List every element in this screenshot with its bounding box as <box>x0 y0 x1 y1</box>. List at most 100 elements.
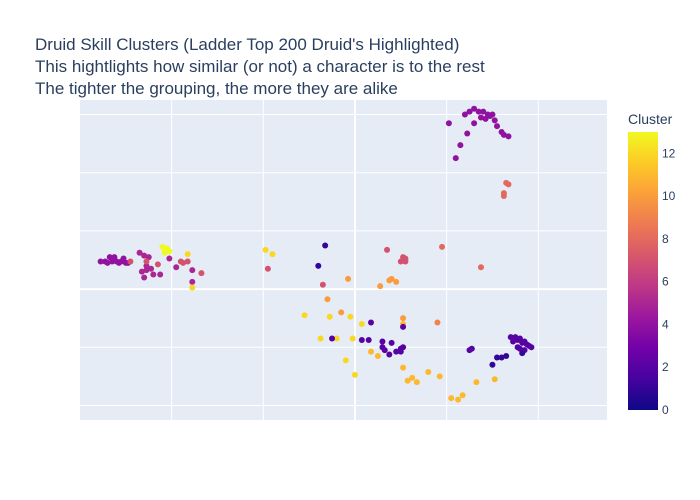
data-point[interactable] <box>365 337 372 343</box>
data-point[interactable] <box>491 376 498 383</box>
data-point[interactable] <box>471 120 478 127</box>
data-point[interactable] <box>439 243 446 250</box>
data-point[interactable] <box>269 251 276 258</box>
data-point[interactable] <box>264 265 271 272</box>
data-point[interactable] <box>500 131 507 138</box>
data-point[interactable] <box>333 335 340 342</box>
data-point[interactable] <box>166 248 173 255</box>
data-point[interactable] <box>505 181 512 188</box>
data-point[interactable] <box>464 130 471 137</box>
data-point[interactable] <box>262 246 269 253</box>
data-point[interactable] <box>345 275 352 282</box>
data-point[interactable] <box>349 335 356 342</box>
data-point[interactable] <box>319 281 326 288</box>
data-point[interactable] <box>189 278 196 285</box>
data-point[interactable] <box>143 262 150 269</box>
data-point[interactable] <box>342 357 349 364</box>
data-point[interactable] <box>480 108 487 115</box>
data-point[interactable] <box>457 142 464 149</box>
data-point[interactable] <box>143 258 150 265</box>
data-point[interactable] <box>381 347 388 354</box>
data-point[interactable] <box>161 249 168 256</box>
data-point[interactable] <box>503 353 510 359</box>
data-point[interactable] <box>491 117 498 124</box>
data-point[interactable] <box>393 348 400 355</box>
data-point[interactable] <box>471 105 478 112</box>
data-point[interactable] <box>473 379 480 386</box>
data-point[interactable] <box>351 371 358 378</box>
data-point[interactable] <box>138 268 145 275</box>
data-point[interactable] <box>177 258 184 265</box>
data-point[interactable] <box>166 255 173 262</box>
data-point[interactable] <box>404 377 411 384</box>
data-point[interactable] <box>326 313 333 320</box>
data-point[interactable] <box>397 258 404 265</box>
data-point[interactable] <box>97 258 104 265</box>
data-point[interactable] <box>413 379 420 386</box>
data-point[interactable] <box>409 374 416 381</box>
data-point[interactable] <box>141 274 148 281</box>
data-point[interactable] <box>141 252 148 259</box>
data-point[interactable] <box>136 249 143 256</box>
data-point[interactable] <box>445 120 452 127</box>
data-point[interactable] <box>400 323 407 330</box>
data-point[interactable] <box>184 258 191 265</box>
data-point[interactable] <box>173 264 180 271</box>
data-point[interactable] <box>329 335 336 342</box>
data-point[interactable] <box>475 108 482 115</box>
data-point[interactable] <box>494 123 501 130</box>
data-point[interactable] <box>386 277 393 284</box>
data-point[interactable] <box>448 395 455 402</box>
data-point[interactable] <box>367 319 374 326</box>
data-point[interactable] <box>402 258 409 265</box>
data-point[interactable] <box>436 373 443 380</box>
data-point[interactable] <box>347 313 354 320</box>
data-point[interactable] <box>157 271 164 278</box>
data-point[interactable] <box>315 262 322 269</box>
data-point[interactable] <box>500 193 507 199</box>
data-point[interactable] <box>358 337 365 343</box>
data-point[interactable] <box>452 155 459 162</box>
data-point[interactable] <box>388 339 395 346</box>
data-point[interactable] <box>338 309 345 316</box>
data-point[interactable] <box>477 114 484 121</box>
data-point[interactable] <box>487 113 494 119</box>
data-point[interactable] <box>468 345 475 352</box>
data-point[interactable] <box>494 354 501 361</box>
data-point[interactable] <box>189 284 196 291</box>
data-point[interactable] <box>425 369 432 375</box>
data-point[interactable] <box>466 108 473 115</box>
data-point[interactable] <box>461 111 468 118</box>
data-point[interactable] <box>393 278 400 285</box>
data-point[interactable] <box>510 338 517 345</box>
data-point[interactable] <box>498 354 505 361</box>
data-point[interactable] <box>150 271 157 278</box>
data-point[interactable] <box>400 364 407 371</box>
data-point[interactable] <box>505 133 512 140</box>
data-point[interactable] <box>384 246 391 253</box>
data-point[interactable] <box>455 396 462 403</box>
data-point[interactable] <box>519 350 526 357</box>
data-point[interactable] <box>528 344 535 351</box>
data-point[interactable] <box>386 351 393 358</box>
data-point[interactable] <box>322 242 329 249</box>
data-point[interactable] <box>301 312 308 319</box>
data-point[interactable] <box>148 265 155 272</box>
data-point[interactable] <box>143 267 150 274</box>
data-point[interactable] <box>377 283 384 290</box>
data-point[interactable] <box>477 264 484 271</box>
data-point[interactable] <box>198 270 205 277</box>
data-point[interactable] <box>358 321 365 327</box>
data-point[interactable] <box>434 319 441 326</box>
data-point[interactable] <box>489 361 496 368</box>
data-point[interactable] <box>367 348 374 355</box>
data-point[interactable] <box>374 353 381 359</box>
data-point[interactable] <box>459 392 466 399</box>
data-point[interactable] <box>184 251 191 258</box>
data-point[interactable] <box>400 315 407 322</box>
data-point[interactable] <box>189 267 196 274</box>
data-point[interactable] <box>154 261 161 268</box>
data-point[interactable] <box>379 338 386 345</box>
data-point[interactable] <box>115 259 122 266</box>
data-point[interactable] <box>397 348 404 355</box>
